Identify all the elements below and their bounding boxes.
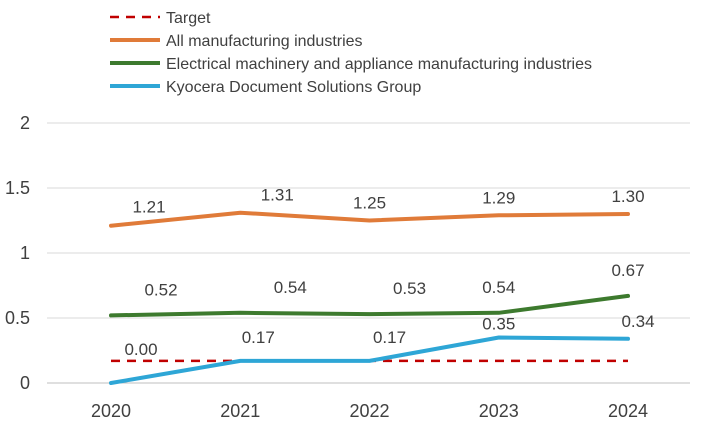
data-label: 0.34 bbox=[621, 312, 654, 331]
data-label: 0.35 bbox=[482, 315, 515, 334]
data-label: 1.29 bbox=[482, 188, 515, 207]
data-label: 0.17 bbox=[373, 328, 406, 347]
data-label: 1.30 bbox=[611, 187, 644, 206]
data-label: 0.52 bbox=[144, 280, 177, 299]
legend: Target All manufacturing industries Electr… bbox=[110, 10, 592, 96]
data-labels: 1.21 1.31 1.25 1.29 1.30 0.52 0.54 0.53 0.54 0.67… bbox=[124, 186, 654, 359]
y-tick-label: 2 bbox=[20, 113, 30, 133]
data-label: 0.17 bbox=[242, 328, 275, 347]
y-tick-label: 0.5 bbox=[5, 308, 30, 328]
x-tick-label: 2021 bbox=[220, 401, 260, 421]
data-label: 0.67 bbox=[611, 261, 644, 280]
x-tick-label: 2022 bbox=[349, 401, 389, 421]
data-label: 1.25 bbox=[353, 194, 386, 213]
y-axis-ticks: 0 0.5 1 1.5 2 bbox=[5, 113, 30, 393]
legend-label: Target bbox=[166, 10, 211, 27]
legend-label: Electrical machinery and appliance manuf… bbox=[166, 56, 592, 73]
series-lines bbox=[109, 210, 630, 385]
y-tick-label: 1 bbox=[20, 243, 30, 263]
y-tick-label: 1.5 bbox=[5, 178, 30, 198]
data-label: 0.53 bbox=[393, 279, 426, 298]
legend-label: All manufacturing industries bbox=[166, 33, 363, 50]
x-tick-label: 2020 bbox=[91, 401, 131, 421]
series-line-2 bbox=[109, 293, 630, 318]
y-tick-label: 0 bbox=[20, 373, 30, 393]
x-axis-ticks: 2020 2021 2022 2023 2024 bbox=[91, 401, 648, 421]
data-label: 1.31 bbox=[261, 186, 294, 205]
gridlines bbox=[47, 122, 690, 384]
data-label: 0.54 bbox=[482, 278, 515, 297]
data-label: 0.00 bbox=[124, 340, 157, 359]
x-tick-label: 2024 bbox=[608, 401, 648, 421]
data-label: 0.54 bbox=[274, 278, 307, 297]
series-line-1 bbox=[109, 210, 630, 228]
data-label: 1.21 bbox=[132, 198, 165, 217]
legend-label: Kyocera Document Solutions Group bbox=[166, 79, 421, 96]
series-line-3 bbox=[109, 335, 630, 385]
x-tick-label: 2023 bbox=[479, 401, 519, 421]
